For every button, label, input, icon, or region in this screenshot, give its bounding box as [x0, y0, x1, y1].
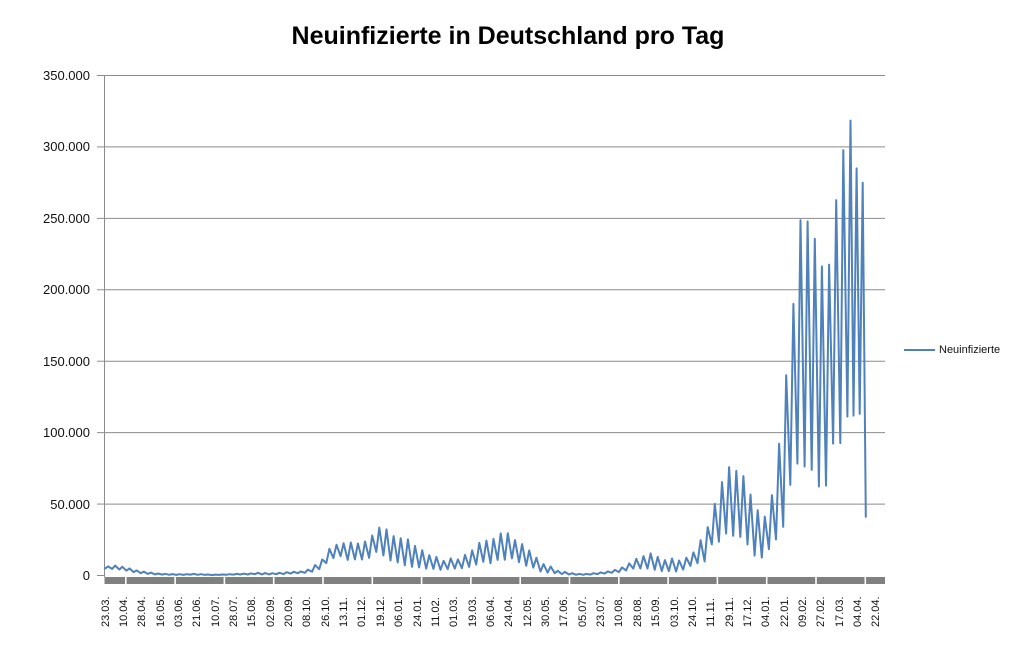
y-axis-tick-label: 50.000 — [50, 496, 90, 512]
x-axis-band-tick — [322, 577, 324, 584]
x-axis-tick-label: 01.12. — [356, 596, 369, 627]
x-axis-tick-label: 05.07. — [576, 596, 589, 627]
x-axis-band-tick — [470, 577, 472, 584]
x-axis-band-tick — [420, 577, 423, 584]
x-axis-band-tick — [765, 577, 768, 584]
x-axis-band-tick — [716, 577, 719, 584]
x-axis-tick-label: 28.07. — [227, 596, 240, 627]
x-axis-tick-label: 17.06. — [558, 596, 571, 627]
x-axis-tick-label: 13.11. — [338, 597, 351, 627]
x-axis-tick-label: 10.07. — [209, 596, 222, 627]
x-axis-tick-label: 11.11. — [705, 598, 718, 627]
x-axis-tick-label: 04.01. — [760, 596, 773, 627]
x-axis-tick-label: 21.06. — [191, 596, 204, 627]
x-axis-tick-label: 29.11. — [723, 597, 736, 627]
x-axis-tick-label: 28.04. — [136, 596, 149, 627]
x-axis-band-tick — [223, 577, 226, 584]
x-axis-band-tick — [519, 577, 521, 584]
x-axis-tick-label: 24.04. — [503, 596, 516, 627]
x-axis-tick-label: 26.10. — [319, 596, 332, 627]
legend-line-marker — [904, 349, 935, 351]
x-axis-tick-label: 08.10. — [301, 596, 314, 627]
x-axis-band-tick — [667, 577, 669, 584]
x-axis-tick-label: 23.07. — [595, 596, 608, 627]
x-axis-tick-label: 30.05. — [540, 596, 553, 627]
x-axis-band-tick — [864, 577, 867, 584]
x-axis-tick-label: 04.04. — [852, 596, 865, 627]
x-axis-tick-label: 24.01. — [411, 596, 424, 627]
x-axis-tick-label: 19.12. — [374, 596, 387, 627]
data-series-line — [104, 119, 867, 577]
x-axis-tick-label: 06.04. — [484, 596, 497, 627]
x-axis-tick-label: 17.12. — [741, 596, 754, 627]
y-axis-tick-label: 150.000 — [43, 353, 90, 369]
x-axis-tick-label: 01.03. — [448, 596, 461, 627]
x-axis-tick-label: 03.10. — [668, 596, 681, 627]
x-axis-tick-label: 06.01. — [393, 596, 406, 627]
y-axis-tick-label: 100.000 — [43, 425, 90, 441]
x-axis-tick-label: 02.09. — [264, 596, 277, 627]
x-axis-tick-label: 27.02. — [815, 596, 828, 627]
y-axis-tick-label: 300.000 — [43, 139, 90, 155]
x-axis-tick-label: 11.02. — [429, 597, 442, 627]
legend-series-label: Neuinfizierte — [939, 344, 1001, 356]
x-axis-tick-label: 10.04. — [117, 596, 130, 627]
x-axis-tick-label: 20.09. — [283, 596, 296, 627]
x-axis-band — [104, 577, 885, 584]
y-axis-tick-label: 200.000 — [43, 282, 90, 298]
x-axis-tick-label: 15.09. — [650, 596, 663, 627]
x-axis-band-tick — [125, 577, 127, 584]
y-axis-tick-label: 250.000 — [43, 210, 90, 226]
x-axis-tick-label: 09.02. — [797, 596, 810, 627]
x-axis-band-tick — [815, 577, 817, 584]
x-axis-band-tick — [618, 577, 620, 584]
x-axis-tick-label: 19.03. — [466, 596, 479, 627]
x-axis-tick-label: 23.03. — [99, 596, 112, 627]
chart-title: Neuinfizierte in Deutschland pro Tag — [291, 22, 725, 50]
x-axis-tick-label: 15.08. — [246, 596, 259, 627]
x-axis-band-tick — [174, 577, 176, 584]
x-axis-tick-label: 10.08. — [613, 596, 626, 627]
x-axis-tick-label: 12.05. — [521, 596, 534, 627]
x-axis-band-tick — [568, 577, 571, 584]
x-axis-tick-label: 24.10. — [686, 596, 699, 627]
x-axis-band-tick — [371, 577, 374, 584]
y-axis-tick-label: 0 — [82, 568, 90, 583]
x-axis-tick-label: 22.04. — [870, 596, 883, 627]
x-axis-tick-label: 28.08. — [631, 596, 644, 627]
legend: Neuinfizierte — [904, 344, 1000, 356]
x-axis-tick-label: 17.03. — [833, 596, 846, 627]
y-axis-tick-label: 350.000 — [43, 67, 90, 83]
x-axis-tick-label: 22.01. — [778, 596, 791, 627]
x-axis-tick-label: 16.05. — [154, 596, 167, 627]
x-axis-tick-label: 03.06. — [172, 596, 185, 627]
x-axis-band-tick — [272, 577, 275, 584]
